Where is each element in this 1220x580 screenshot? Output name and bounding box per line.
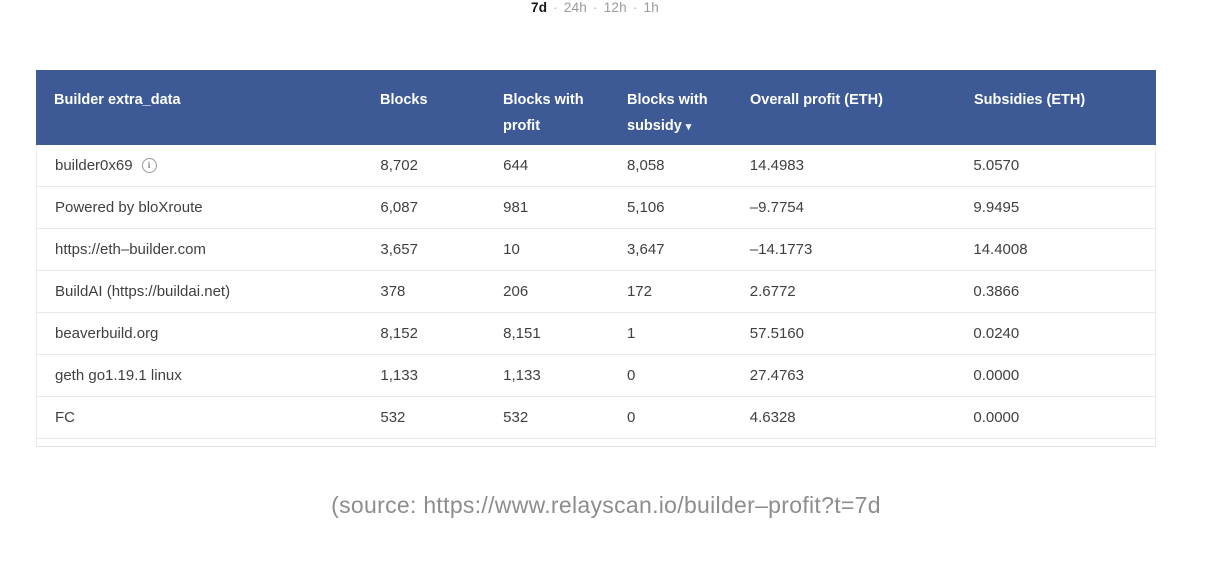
blocks-with-subsidy-cell: 0 — [626, 409, 636, 426]
builder-name: builder0x69 — [55, 157, 133, 174]
time-option-1h[interactable]: 1h — [643, 0, 659, 15]
column-header-blocks: Blocks — [380, 92, 428, 108]
builder-name: geth go1.19.1 linux — [55, 367, 182, 384]
builder-cell: beaverbuild.org — [37, 325, 362, 342]
table-row: FC 532 532 0 4.6328 0.0000 — [37, 397, 1155, 439]
subsidies-cell: 0.0000 — [973, 409, 1020, 426]
subsidies-cell: 9.9495 — [973, 199, 1020, 216]
overall-profit-cell: 4.6328 — [749, 409, 796, 426]
builder-cell: geth go1.19.1 linux — [37, 367, 362, 384]
table-row: BuildAI (https://buildai.net) 378 206 17… — [37, 271, 1155, 313]
blocks-with-subsidy-cell: 3,647 — [626, 241, 665, 258]
table-bottom-partial-row — [36, 439, 1156, 447]
builder-cell: builder0x69 i — [37, 157, 362, 174]
overall-profit-cell: 2.6772 — [749, 283, 796, 300]
overall-profit-cell: 14.4983 — [749, 157, 804, 174]
blocks-cell: 8,702 — [380, 157, 418, 174]
separator-dot: · — [553, 0, 558, 15]
builder-cell: https://eth–builder.com — [37, 241, 362, 258]
column-header-overall-profit: Overall profit (ETH) — [750, 92, 883, 108]
blocks-with-profit-cell: 981 — [503, 199, 529, 216]
subsidies-cell: 0.0240 — [973, 325, 1020, 342]
builder-name: Powered by bloXroute — [55, 199, 203, 216]
blocks-with-profit-cell: 10 — [503, 241, 520, 258]
blocks-with-profit-cell: 532 — [503, 409, 529, 426]
column-header-blocks-with-profit: Blocks with profit — [503, 92, 584, 134]
source-caption: (source: https://www.relayscan.io/builde… — [331, 492, 881, 518]
subsidies-cell: 5.0570 — [973, 157, 1020, 174]
blocks-with-profit-cell: 1,133 — [503, 367, 541, 384]
builder-cell: FC — [37, 409, 362, 426]
builder-cell: Powered by bloXroute — [37, 199, 362, 216]
builder-name: beaverbuild.org — [55, 325, 159, 342]
overall-profit-cell: –9.7754 — [749, 199, 804, 216]
subsidies-cell: 0.0000 — [973, 367, 1020, 384]
table-row: Powered by bloXroute 6,087 981 5,106 –9.… — [37, 187, 1155, 229]
blocks-with-subsidy-cell: 5,106 — [626, 199, 665, 216]
time-option-7d[interactable]: 7d — [531, 0, 548, 15]
column-header-label: Blocks with subsidy — [627, 92, 708, 134]
blocks-cell: 3,657 — [380, 241, 418, 258]
time-option-12h[interactable]: 12h — [603, 0, 627, 15]
blocks-with-profit-cell: 206 — [503, 283, 529, 300]
column-header-subsidies: Subsidies (ETH) — [974, 92, 1086, 108]
column-header-builder-extra-data: Builder extra_data — [54, 92, 181, 108]
subsidies-cell: 14.4008 — [973, 241, 1028, 258]
blocks-cell: 8,152 — [380, 325, 418, 342]
blocks-cell: 6,087 — [380, 199, 418, 216]
builder-name: FC — [55, 409, 75, 426]
overall-profit-cell: 57.5160 — [749, 325, 804, 342]
builder-name: https://eth–builder.com — [55, 241, 206, 258]
table-header-row: Builder extra_data Blocks Blocks with pr… — [36, 70, 1156, 145]
column-header-blocks-with-subsidy[interactable]: Blocks with subsidy ▾ — [609, 70, 732, 145]
time-range-selector: 7d · 24h · 12h · 1h — [0, 0, 1190, 16]
builder-name: BuildAI (https://buildai.net) — [55, 283, 231, 300]
blocks-with-subsidy-cell: 8,058 — [626, 157, 665, 174]
info-icon[interactable]: i — [141, 158, 157, 173]
blocks-with-subsidy-cell: 0 — [626, 367, 636, 384]
blocks-cell: 1,133 — [380, 367, 418, 384]
blocks-with-subsidy-cell: 1 — [626, 325, 636, 342]
builder-profit-table: Builder extra_data Blocks Blocks with pr… — [36, 70, 1156, 447]
table-row: builder0x69 i 8,702 644 8,058 14.4983 5.0… — [37, 145, 1155, 187]
subsidies-cell: 0.3866 — [973, 283, 1020, 300]
blocks-cell: 378 — [380, 283, 406, 300]
overall-profit-cell: –14.1773 — [749, 241, 813, 258]
blocks-cell: 532 — [380, 409, 406, 426]
builder-cell: BuildAI (https://buildai.net) — [37, 283, 362, 300]
table-row: geth go1.19.1 linux 1,133 1,133 0 27.476… — [37, 355, 1155, 397]
overall-profit-cell: 27.4763 — [749, 367, 804, 384]
table-row: beaverbuild.org 8,152 8,151 1 57.5160 0.… — [37, 313, 1155, 355]
sort-desc-icon[interactable]: ▾ — [685, 121, 692, 133]
separator-dot: · — [632, 0, 638, 15]
table-row: https://eth–builder.com 3,657 10 3,647 –… — [37, 229, 1155, 271]
blocks-with-profit-cell: 8,151 — [503, 325, 541, 342]
blocks-with-subsidy-cell: 172 — [626, 283, 652, 300]
time-option-24h[interactable]: 24h — [563, 0, 588, 15]
table-body: builder0x69 i 8,702 644 8,058 14.4983 5.0… — [36, 145, 1156, 439]
blocks-with-profit-cell: 644 — [503, 157, 529, 174]
separator-dot: · — [593, 0, 598, 15]
